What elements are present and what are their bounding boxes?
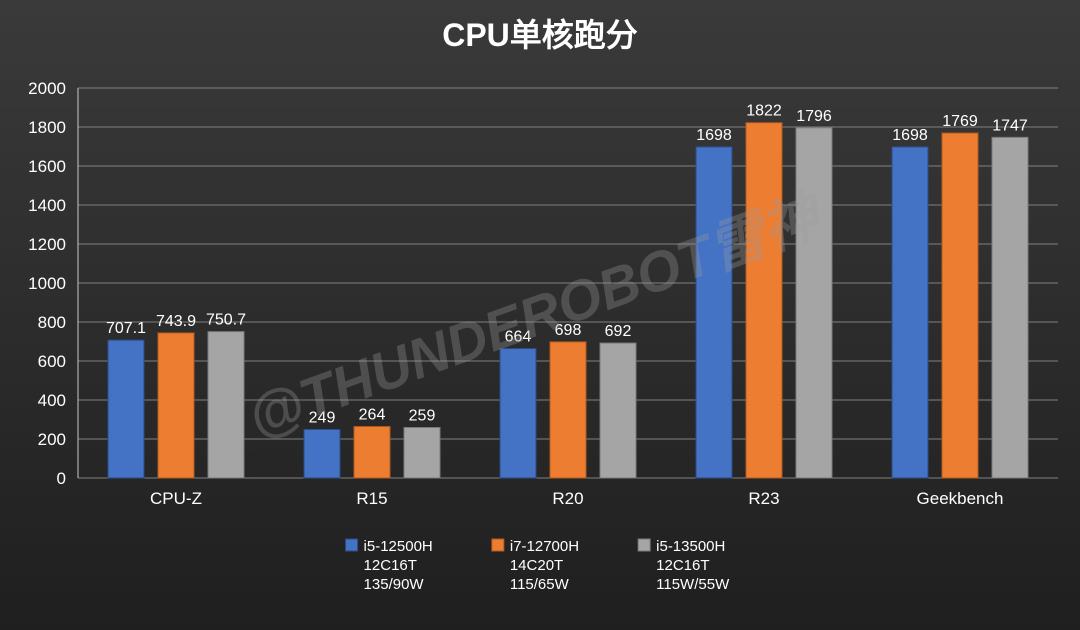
data-label: 1747 (992, 117, 1028, 134)
bar (892, 147, 928, 478)
y-tick-label: 0 (57, 469, 66, 488)
y-tick-label: 1200 (28, 235, 66, 254)
bar (304, 429, 340, 478)
bar (600, 343, 636, 478)
y-tick-label: 800 (38, 313, 66, 332)
bar (550, 342, 586, 478)
legend-swatch (346, 539, 358, 551)
y-tick-label: 2000 (28, 79, 66, 98)
x-tick-label: R23 (748, 489, 779, 508)
legend-label: i5-12500H (364, 538, 433, 555)
y-tick-label: 1800 (28, 118, 66, 137)
bar (354, 427, 390, 478)
bar (404, 427, 440, 478)
y-tick-label: 1600 (28, 157, 66, 176)
bar (158, 333, 194, 478)
cpu-benchmark-chart: 0 200 400 600 800 1000 1200 1400 1600 1800 2000 707… (0, 0, 1080, 630)
y-tick-label: 200 (38, 430, 66, 449)
y-tick-label: 400 (38, 391, 66, 410)
bar (992, 137, 1028, 478)
bar (746, 123, 782, 478)
bar (208, 332, 244, 478)
data-label: 1698 (892, 127, 928, 144)
bar (500, 349, 536, 478)
bar (796, 128, 832, 478)
bar (696, 147, 732, 478)
data-label: 1822 (746, 103, 782, 120)
legend-sublabel: 14C20T (510, 557, 563, 574)
legend-label: i5-13500H (656, 538, 725, 555)
data-label: 259 (409, 407, 436, 424)
bar (942, 133, 978, 478)
y-tick-label: 1000 (28, 274, 66, 293)
data-label: 1796 (796, 108, 832, 125)
data-label: 1698 (696, 127, 732, 144)
y-tick-label: 600 (38, 352, 66, 371)
data-label: 264 (359, 407, 386, 424)
legend-sublabel: 135/90W (364, 576, 425, 593)
y-tick-label: 1400 (28, 196, 66, 215)
legend-sublabel: 12C16T (656, 557, 709, 574)
data-label: 249 (309, 409, 336, 426)
chart-title: CPU单核跑分 (442, 17, 638, 53)
x-tick-label: R20 (552, 489, 583, 508)
legend-label: i7-12700H (510, 538, 579, 555)
x-tick-label: CPU-Z (150, 489, 202, 508)
legend-swatch (638, 539, 650, 551)
legend-sublabel: 115W/55W (656, 576, 730, 593)
legend-swatch (492, 539, 504, 551)
x-tick-label: R15 (356, 489, 387, 508)
legend-sublabel: 12C16T (364, 557, 417, 574)
data-label: 692 (605, 323, 632, 340)
data-label: 743.9 (156, 313, 196, 330)
legend-sublabel: 115/65W (510, 576, 570, 593)
data-label: 707.1 (106, 320, 146, 337)
chart-container: 0 200 400 600 800 1000 1200 1400 1600 1800 2000 707… (0, 0, 1080, 630)
data-label: 1769 (942, 113, 978, 130)
data-label: 750.7 (206, 312, 246, 329)
data-label: 664 (505, 329, 532, 346)
data-label: 698 (555, 322, 582, 339)
x-tick-label: Geekbench (917, 489, 1004, 508)
bar (108, 340, 144, 478)
